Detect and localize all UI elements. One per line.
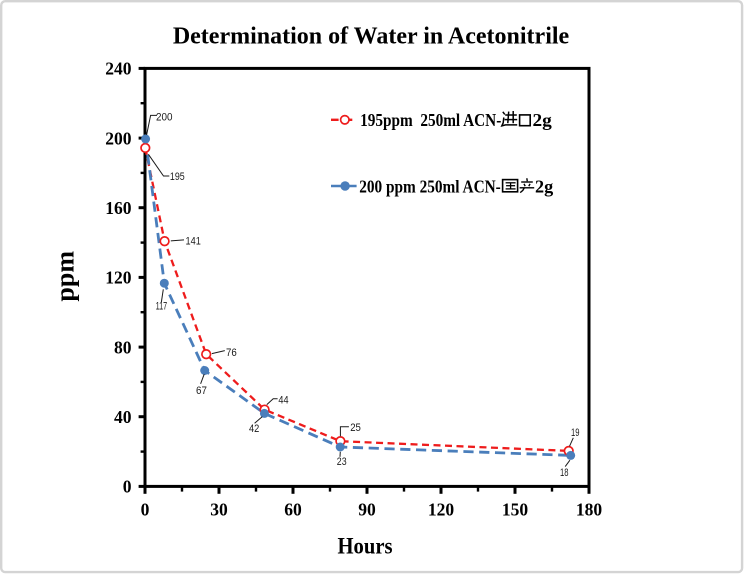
svg-text:40: 40 [114,407,132,427]
svg-text:195: 195 [170,171,185,183]
svg-text:117: 117 [156,300,168,312]
svg-text:120: 120 [428,499,455,519]
svg-text:2g: 2g [535,177,553,197]
svg-text:200: 200 [156,112,173,124]
svg-text:80: 80 [114,337,132,357]
svg-text:25: 25 [350,422,361,434]
svg-text:240: 240 [105,59,132,79]
svg-text:180: 180 [576,499,603,519]
svg-text:18: 18 [560,467,569,479]
svg-text:44: 44 [278,394,288,406]
svg-text:ppm: ppm [51,251,80,302]
svg-text:76: 76 [226,347,237,359]
svg-text:0: 0 [141,499,150,519]
svg-text:0: 0 [123,477,132,497]
svg-text:Hours: Hours [338,533,393,558]
svg-text:60: 60 [284,499,302,519]
svg-text:141: 141 [186,236,201,248]
svg-text:Determination of Water in Acet: Determination of Water in Acetonitrile [173,24,570,50]
svg-text:19: 19 [571,427,580,439]
svg-text:90: 90 [358,499,376,519]
svg-text:150: 150 [502,499,529,519]
svg-text:120: 120 [105,268,132,288]
svg-text:160: 160 [105,198,132,218]
svg-text:23: 23 [337,456,347,468]
svg-text:200: 200 [105,128,132,148]
svg-text:30: 30 [210,499,228,519]
svg-text:2g: 2g [533,110,552,130]
svg-text:195ppm 250ml ACN-: 195ppm 250ml ACN- [360,110,501,130]
svg-text:42: 42 [249,423,259,435]
svg-text:67: 67 [196,385,207,397]
svg-text:200 ppm 250ml ACN-: 200 ppm 250ml ACN- [359,177,501,197]
